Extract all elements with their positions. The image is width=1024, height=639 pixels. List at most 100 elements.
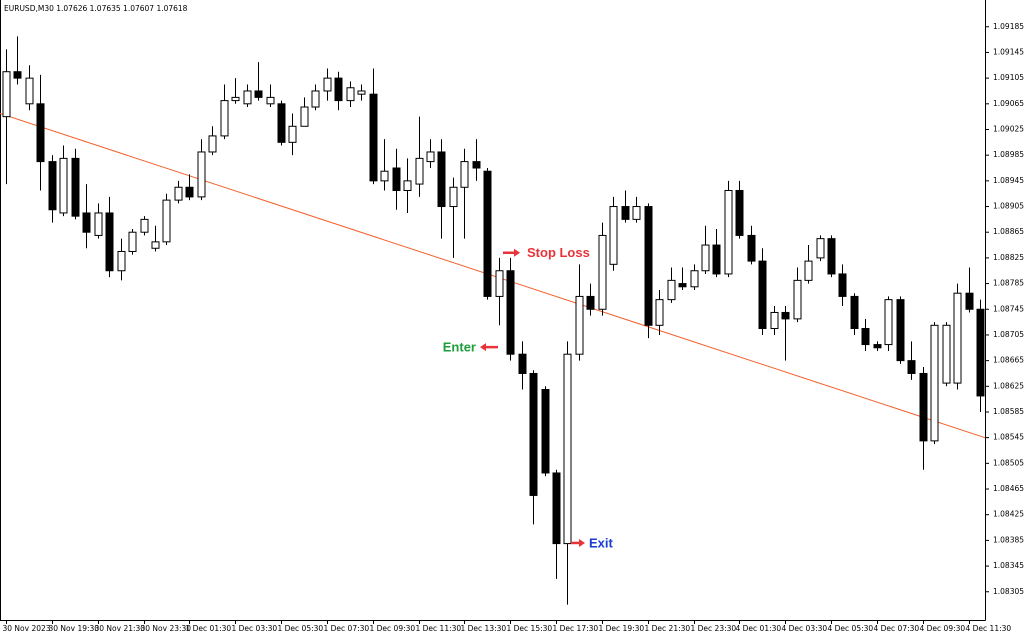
x-tick-label: 4 Dec 01:30 (736, 624, 782, 633)
candle-body (128, 231, 137, 252)
candle-body (747, 234, 756, 262)
candle-body (942, 324, 951, 384)
candle-body (220, 100, 229, 137)
candle-body (816, 238, 825, 259)
candle-body (369, 93, 378, 182)
x-tick-label: 1 Dec 19:30 (599, 624, 645, 633)
candle-body (552, 472, 561, 545)
candle-body (2, 71, 11, 118)
candle-body (758, 260, 767, 330)
y-tick-label: 1.08585 (993, 407, 1024, 416)
candle-body (311, 90, 320, 108)
x-tick-label: 30 Nov 19:30 (49, 624, 100, 633)
candle-body (208, 135, 217, 153)
candle-body (266, 96, 275, 105)
candle-body (621, 206, 630, 220)
y-tick-label: 1.08945 (993, 176, 1024, 185)
y-tick-label: 1.08825 (993, 253, 1024, 262)
x-tick-label: 1 Dec 21:30 (645, 624, 691, 633)
candle-body (690, 270, 699, 288)
x-tick-label: 1 Dec 01:30 (186, 624, 232, 633)
y-tick-label: 1.09025 (993, 124, 1024, 133)
candle-body (105, 212, 114, 272)
candle-body (380, 170, 389, 182)
candle-body (254, 90, 263, 98)
candle-body (701, 244, 710, 272)
annotation-arrowhead (579, 538, 585, 547)
candle-body (357, 90, 366, 95)
candle-body (884, 299, 893, 346)
annotation-arrowhead (480, 343, 486, 352)
candle-body (965, 292, 974, 310)
candle-body (197, 151, 206, 198)
candle-body (94, 212, 103, 236)
candle-body (518, 353, 527, 374)
candle-body (117, 250, 126, 272)
candle-body (460, 161, 469, 188)
y-tick-label: 1.08905 (993, 202, 1024, 211)
x-tick-label: 30 Nov 2023 (3, 624, 51, 633)
candle-body (323, 77, 332, 92)
candle-body (300, 106, 309, 127)
y-tick-label: 1.08385 (993, 535, 1024, 544)
candle-body (907, 360, 916, 374)
candle-body (678, 283, 687, 288)
candle-body (243, 90, 252, 105)
candle-body (231, 96, 240, 102)
candle-body (288, 125, 297, 143)
annotation-label: Enter (443, 340, 476, 355)
candle-body (506, 270, 515, 355)
x-tick-label: 30 Nov 23:30 (141, 624, 192, 633)
x-tick-label: 1 Dec 15:30 (507, 624, 553, 633)
candle-body (976, 308, 985, 397)
annotation-label: Stop Loss (527, 245, 590, 260)
x-tick-label: 1 Dec 17:30 (553, 624, 599, 633)
annotation: Stop Loss (503, 243, 592, 262)
x-tick-label: 4 Dec 09:30 (920, 624, 966, 633)
x-tick-label: 4 Dec 05:30 (828, 624, 874, 633)
candle-body (495, 270, 504, 297)
candle-body (724, 189, 733, 275)
candle-body (437, 151, 446, 208)
candle-body (185, 186, 194, 198)
candle-body (838, 273, 847, 297)
candle-body (449, 186, 458, 208)
candle-body (563, 353, 572, 545)
candle-body (667, 279, 676, 301)
candle-body (850, 295, 859, 330)
candle-body (930, 324, 939, 442)
x-tick-label: 1 Dec 09:30 (370, 624, 416, 633)
annotation-label: Exit (589, 535, 614, 550)
candle-body (472, 161, 481, 169)
candle-body (781, 311, 790, 320)
candle-body (873, 344, 882, 349)
candle-body (392, 167, 401, 191)
candle-body (426, 151, 435, 163)
candle-body (541, 389, 550, 474)
x-tick-label: 1 Dec 07:30 (324, 624, 370, 633)
x-tick-label: 1 Dec 11:30 (416, 624, 462, 633)
candle-body (174, 186, 183, 201)
candle-body (896, 299, 905, 362)
candle-body (609, 206, 618, 265)
candle-body (162, 199, 171, 243)
candle-body (36, 103, 45, 163)
candle-body (25, 77, 34, 105)
annotation: Exit (571, 533, 616, 552)
candle-body (82, 212, 91, 233)
candle-body (277, 103, 286, 143)
x-tick-label: 1 Dec 23:30 (691, 624, 737, 633)
candle-body (151, 241, 160, 249)
candle-body (793, 279, 802, 320)
y-tick-label: 1.09105 (993, 73, 1024, 82)
candle-body (529, 372, 538, 496)
y-tick-label: 1.09145 (993, 47, 1024, 56)
candle-body (346, 87, 355, 102)
y-tick-label: 1.08465 (993, 484, 1024, 493)
y-tick-label: 1.08505 (993, 458, 1024, 467)
candle-body (59, 157, 68, 214)
annotation-arrowhead (514, 248, 520, 257)
y-tick-label: 1.08545 (993, 433, 1024, 442)
candle-body (919, 372, 928, 442)
